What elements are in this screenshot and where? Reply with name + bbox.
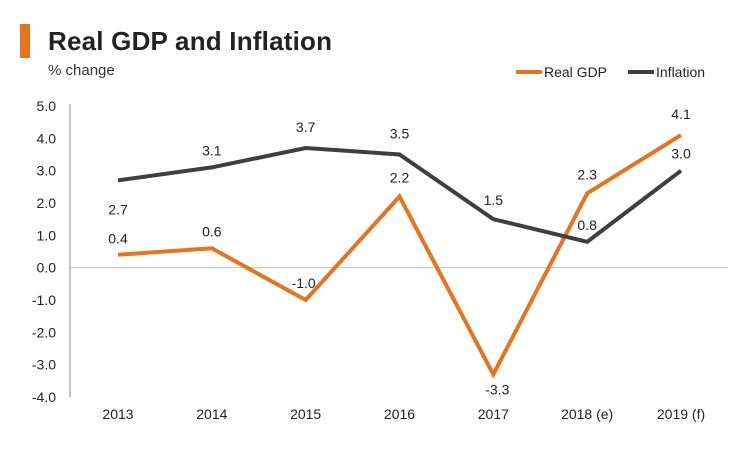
data-label-inflation: 3.1 [202, 142, 222, 158]
axis-layer: 5.0 4.0 3.0 2.0 1.0 0.0 -1.0 -2.0 -3.0 -4.0 2013 20… [32, 98, 728, 422]
y-tick-label: 0.0 [37, 260, 57, 276]
x-tick-label: 2014 [196, 406, 227, 422]
series-layer [117, 133, 683, 379]
y-tick-label: 4.0 [37, 130, 57, 146]
legend-label-gdp: Real GDP [544, 64, 607, 80]
y-tick-label: -2.0 [32, 324, 56, 340]
y-tick-label: -4.0 [32, 389, 56, 405]
data-label-inflation: 3.5 [390, 126, 410, 142]
y-tick-label: 1.0 [37, 227, 57, 243]
data-label-inflation: 3.0 [671, 146, 691, 162]
data-label-gdp: -1.0 [292, 275, 316, 291]
data-label-inflation: 1.5 [484, 192, 504, 208]
y-tick-label: -3.0 [32, 357, 56, 373]
y-axis-unit-label: % change [48, 62, 115, 79]
legend-label-inflation: Inflation [656, 64, 705, 80]
y-tick-label: 5.0 [37, 98, 57, 114]
y-tick-label: 2.0 [37, 195, 57, 211]
x-tick-label: 2017 [478, 406, 509, 422]
data-label-gdp: 0.4 [108, 231, 128, 247]
data-label-inflation: 2.7 [108, 201, 128, 217]
x-tick-label: 2018 (e) [561, 406, 613, 422]
x-tick-label: 2019 (f) [657, 406, 705, 422]
data-label-inflation: 3.7 [296, 119, 316, 135]
x-tick-label: 2016 [384, 406, 415, 422]
data-label-gdp: 2.2 [390, 170, 410, 186]
title-accent-bar [20, 24, 30, 58]
data-label-gdp: 4.1 [671, 106, 691, 122]
y-tick-label: -1.0 [32, 292, 56, 308]
page-title: Real GDP and Inflation [48, 26, 333, 56]
y-tick-label: 3.0 [37, 163, 57, 179]
data-label-gdp: 0.6 [202, 223, 222, 239]
x-tick-label: 2013 [102, 406, 133, 422]
data-label-inflation: 0.8 [577, 217, 597, 233]
data-label-gdp: 2.3 [577, 166, 597, 182]
series-line-gdp [117, 133, 683, 379]
x-tick-label: 2015 [290, 406, 321, 422]
legend: Real GDP Inflation [516, 64, 705, 80]
data-label-gdp: -3.3 [485, 381, 509, 397]
data-label-layer: 0.4 0.6 -1.0 2.2 -3.3 2.3 4.1 2.7 3.1 3.7 3.5 1.5 0.… [108, 106, 691, 397]
series-line-inflation [117, 145, 683, 244]
